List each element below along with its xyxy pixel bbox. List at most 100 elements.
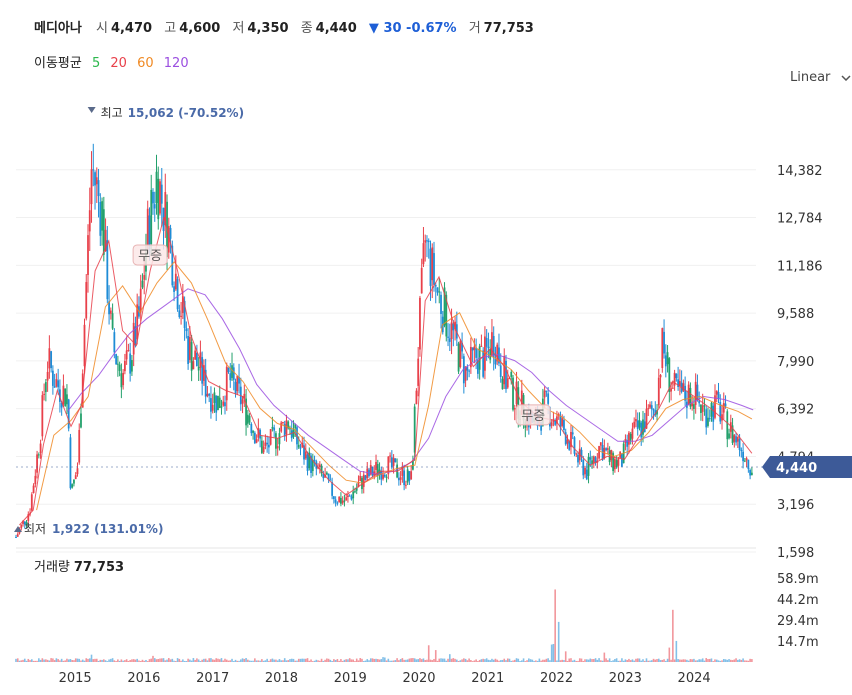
volume-tick-label: 29.4m bbox=[777, 614, 819, 629]
volume-bar bbox=[62, 660, 65, 662]
y-tick-label: 12,784 bbox=[777, 212, 823, 227]
volume-bar bbox=[297, 658, 300, 662]
candle-body bbox=[715, 390, 718, 395]
candle-body bbox=[694, 381, 697, 405]
candle-body bbox=[345, 497, 348, 501]
volume-bar bbox=[419, 658, 421, 662]
high-marker-icon bbox=[87, 107, 96, 113]
candle-body bbox=[164, 192, 167, 226]
volume-bar bbox=[643, 660, 646, 662]
volume-bar bbox=[396, 658, 398, 662]
candle-body bbox=[34, 475, 37, 485]
volume-bar bbox=[424, 660, 427, 662]
candle-body bbox=[78, 429, 81, 463]
candle-body bbox=[204, 369, 207, 397]
ma-120-toggle[interactable]: 120 bbox=[163, 56, 189, 71]
candle-body bbox=[55, 379, 58, 387]
volume-bar bbox=[584, 659, 586, 662]
volume-bar bbox=[587, 659, 590, 662]
candle-body bbox=[113, 332, 116, 353]
current-price-label: 4,440 bbox=[776, 461, 817, 476]
candle-body bbox=[448, 338, 451, 342]
volume-bar bbox=[608, 658, 611, 662]
candle-body bbox=[745, 458, 748, 461]
volume-bar bbox=[71, 660, 74, 662]
candle-body bbox=[659, 375, 662, 378]
volume-bar bbox=[290, 658, 293, 662]
volume-bar bbox=[596, 659, 599, 662]
volume-bar bbox=[178, 658, 181, 662]
candle-body bbox=[62, 385, 65, 405]
candle-body bbox=[97, 180, 100, 197]
candle-body bbox=[512, 377, 514, 410]
volume-bar bbox=[95, 658, 98, 662]
candle-body bbox=[426, 240, 428, 242]
candle-body bbox=[148, 215, 151, 254]
ma-5-toggle[interactable]: 5 bbox=[91, 56, 101, 71]
candle-body bbox=[643, 421, 646, 433]
volume-bar bbox=[117, 659, 119, 662]
candle-body bbox=[102, 209, 105, 255]
candle-body bbox=[612, 453, 615, 472]
candle-body bbox=[188, 336, 191, 360]
volume-bar bbox=[254, 658, 256, 662]
candle-body bbox=[343, 500, 346, 502]
volume-bar bbox=[301, 658, 304, 662]
x-tick-label: 2023 bbox=[609, 671, 642, 686]
candle-body bbox=[559, 415, 562, 428]
candle-body bbox=[146, 208, 149, 246]
candle-body bbox=[599, 442, 602, 446]
candle-body bbox=[631, 428, 634, 439]
volume-bar bbox=[391, 660, 393, 662]
volume-bar bbox=[441, 658, 444, 662]
volume-bar bbox=[445, 660, 448, 662]
candle-body bbox=[181, 296, 184, 313]
volume-bar bbox=[67, 659, 70, 662]
volume-bar bbox=[217, 658, 219, 662]
candle-body bbox=[264, 442, 267, 446]
candle-body bbox=[304, 451, 307, 459]
candle-body bbox=[584, 467, 586, 475]
candle-body bbox=[577, 454, 579, 463]
candle-body bbox=[496, 344, 499, 362]
volume-bar bbox=[259, 660, 261, 662]
low-marker-value: 1,922 (131.01%) bbox=[52, 522, 163, 536]
candle-body bbox=[180, 315, 182, 317]
candle-body bbox=[120, 373, 123, 388]
candle-body bbox=[750, 472, 753, 476]
candle-body bbox=[171, 245, 174, 286]
volume-bar bbox=[693, 658, 695, 662]
volume-bar bbox=[385, 660, 388, 662]
volume-bar bbox=[218, 659, 221, 662]
volume-bar bbox=[204, 658, 207, 662]
candle-body bbox=[74, 475, 77, 480]
candle-body bbox=[341, 500, 344, 504]
candle-body bbox=[731, 425, 734, 444]
volume-bar bbox=[210, 658, 212, 662]
volume-tick-label: 44.2m bbox=[777, 593, 819, 608]
scale-selector[interactable]: Linear bbox=[790, 70, 851, 85]
volume-bar bbox=[280, 660, 282, 662]
ma-60-toggle[interactable]: 60 bbox=[137, 56, 154, 71]
volume-bar bbox=[417, 659, 419, 662]
volume-bar bbox=[672, 609, 674, 662]
volume-bar bbox=[57, 659, 59, 662]
candle-body bbox=[64, 388, 67, 406]
open-price: 4,470 bbox=[110, 21, 153, 36]
volume-bar bbox=[234, 659, 237, 662]
volume-bar bbox=[120, 659, 123, 662]
candle-body bbox=[698, 400, 701, 404]
low-label: 저 bbox=[232, 21, 245, 36]
volume-bar bbox=[638, 658, 641, 662]
volume-bar bbox=[392, 660, 395, 662]
candle-body bbox=[615, 460, 618, 467]
volume-bar bbox=[103, 659, 105, 662]
ma-20-toggle[interactable]: 20 bbox=[110, 56, 127, 71]
candle-body bbox=[571, 432, 574, 435]
volume-bar bbox=[666, 658, 669, 662]
candle-body bbox=[675, 373, 678, 379]
volume-bar bbox=[29, 660, 31, 662]
volume-bar bbox=[603, 652, 606, 662]
candle-body bbox=[693, 404, 695, 409]
